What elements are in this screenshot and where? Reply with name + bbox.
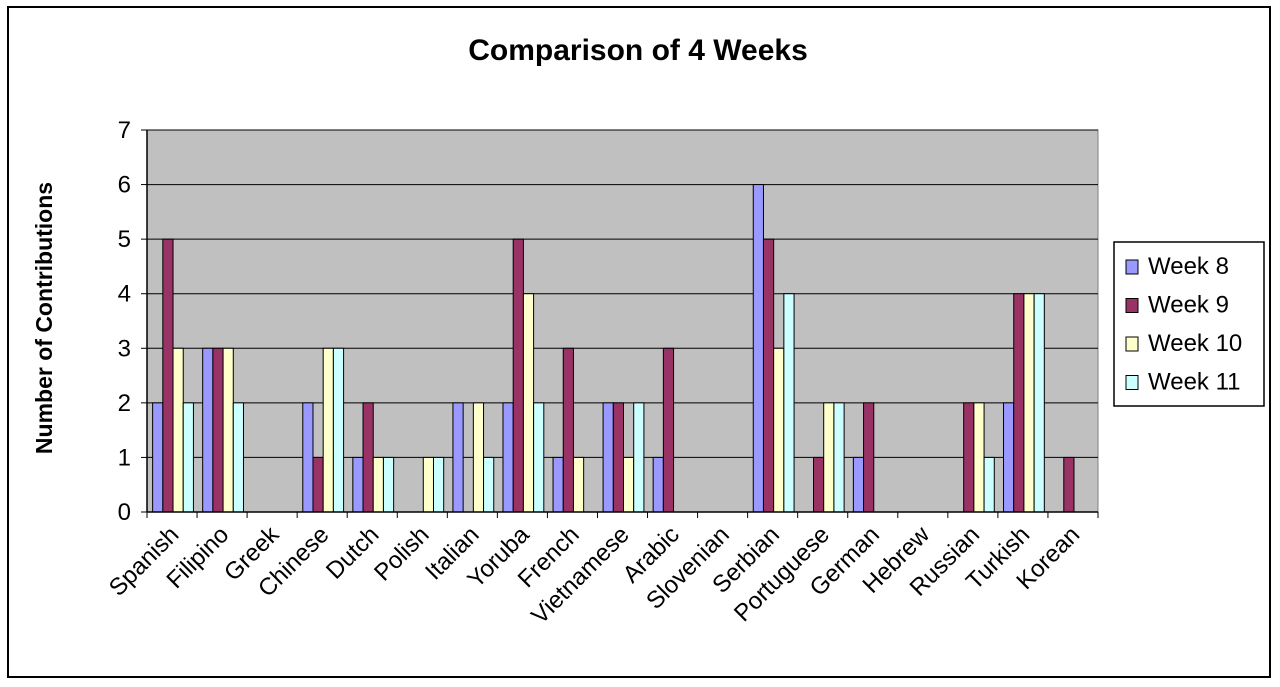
bar-week-10-spanish	[172, 347, 184, 513]
y-tick-labels: 0 1 2 3 4 5 6 7	[118, 117, 131, 526]
bar-week-9-turkish	[1013, 293, 1025, 513]
bar-week-10-french	[572, 456, 585, 513]
bar-week-8-vietnamese	[602, 402, 614, 513]
bar-week-10-portuguese	[823, 402, 835, 513]
y-tick-label: 6	[118, 172, 131, 199]
bars	[152, 184, 1075, 513]
bar-week-9-french	[562, 347, 574, 513]
bar-week-8-yoruba	[502, 402, 514, 513]
chart-title: Comparison of 4 Weeks	[468, 34, 808, 67]
legend-label: Week 8	[1148, 253, 1229, 280]
bar-week-8-dutch	[352, 456, 364, 513]
legend-swatch	[1125, 336, 1139, 352]
bar-week-10-chinese	[322, 347, 334, 513]
bar-week-8-german	[852, 456, 865, 513]
bar-week-10-filipino	[222, 347, 234, 513]
y-tick-label: 1	[118, 444, 131, 471]
bar-week-9-vietnamese	[612, 402, 624, 513]
y-tick-label: 0	[118, 499, 131, 526]
y-tick-label: 5	[118, 226, 131, 253]
bar-week-9-spanish	[162, 238, 174, 513]
category-label-spanish: Spanish	[104, 521, 184, 601]
bar-week-9-arabic	[662, 347, 675, 513]
legend-label: Week 9	[1148, 292, 1229, 319]
bar-week-11-dutch	[382, 456, 395, 513]
legend-label: Week 10	[1148, 330, 1242, 357]
bar-week-11-chinese	[332, 347, 345, 513]
bar-week-9-chinese	[312, 456, 324, 513]
bar-week-11-portuguese	[833, 402, 845, 513]
bar-week-8-arabic	[652, 456, 664, 513]
bar-week-10-serbian	[773, 347, 785, 513]
bar-week-11-vietnamese	[633, 402, 645, 513]
bar-week-10-polish	[422, 456, 434, 513]
bar-week-11-polish	[432, 456, 445, 513]
bar-week-9-serbian	[762, 238, 775, 513]
bar-week-11-turkish	[1033, 293, 1045, 513]
bar-week-8-chinese	[302, 402, 314, 513]
bar-week-9-filipino	[212, 347, 224, 513]
legend: Week 8 Week 9 Week 10 Week 11	[1113, 241, 1265, 407]
axes	[141, 129, 1099, 518]
category-labels: SpanishFilipinoGreekChineseDutchPolishIt…	[104, 520, 1085, 629]
y-tick-label: 7	[118, 117, 131, 144]
bar-week-9-portuguese	[813, 456, 825, 513]
bar-week-11-filipino	[232, 402, 244, 513]
y-tick-label: 2	[118, 390, 131, 417]
bar-week-8-french	[552, 456, 564, 513]
bar-week-11-italian	[483, 456, 495, 513]
bar-week-8-filipino	[202, 347, 214, 513]
legend-label: Week 11	[1148, 369, 1241, 396]
bar-week-8-spanish	[152, 402, 164, 513]
bar-week-11-yoruba	[533, 402, 545, 513]
bar-week-10-italian	[472, 402, 485, 513]
bar-week-10-dutch	[372, 456, 384, 513]
y-tick-label: 3	[118, 335, 131, 362]
bar-week-9-korean	[1063, 456, 1075, 513]
legend-swatch	[1125, 259, 1139, 275]
legend-swatch	[1125, 298, 1139, 313]
legend-box	[1113, 241, 1265, 407]
y-tick-label: 4	[118, 281, 131, 308]
bar-week-10-turkish	[1023, 293, 1035, 513]
bar-week-8-italian	[452, 402, 464, 513]
legend-swatch	[1125, 375, 1139, 390]
bar-week-9-yoruba	[512, 238, 524, 513]
bar-week-11-russian	[983, 456, 995, 513]
bar-week-11-serbian	[783, 293, 795, 513]
bar-week-10-yoruba	[522, 293, 535, 513]
bar-week-8-serbian	[752, 184, 764, 513]
bar-week-11-spanish	[182, 402, 194, 513]
bar-week-8-turkish	[1003, 402, 1015, 513]
category-label-dutch: Dutch	[321, 521, 384, 584]
category-label-polish: Polish	[369, 521, 434, 586]
bar-week-9-dutch	[362, 402, 374, 513]
bar-week-9-german	[863, 402, 875, 513]
bar-week-9-russian	[963, 402, 975, 513]
y-axis-label: Number of Contributions	[31, 182, 57, 454]
bar-week-10-vietnamese	[623, 456, 635, 513]
bar-week-10-russian	[973, 402, 985, 513]
